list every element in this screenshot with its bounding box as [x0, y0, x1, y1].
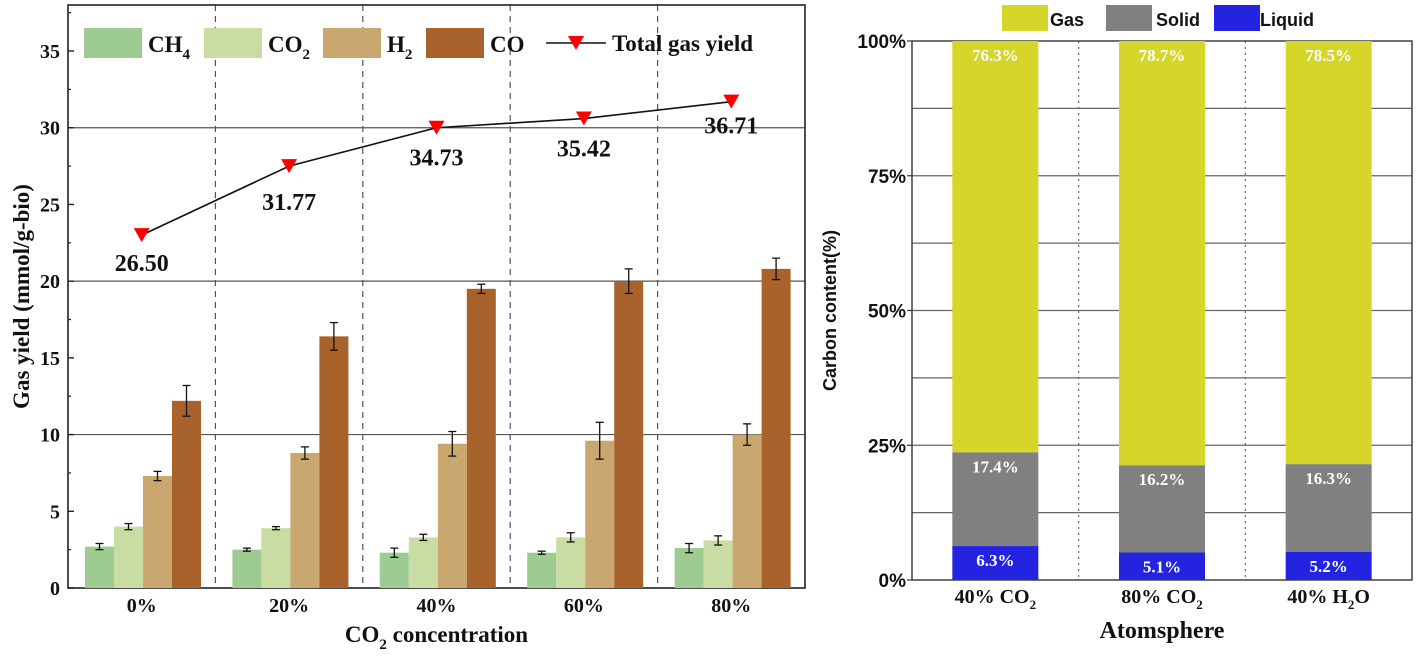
bar-CO-40%: [466, 288, 496, 588]
stack-label-Solid: 17.4%: [972, 457, 1019, 476]
legend-label-total: Total gas yield: [612, 31, 753, 56]
stack-Liquid-1: [1119, 552, 1205, 580]
y-tick-label: 50%: [868, 302, 906, 323]
y-tick-label: 5: [50, 501, 60, 523]
bar-CO-60%: [614, 281, 644, 588]
total-gas-yield-data-label: 35.42: [557, 137, 611, 163]
legend-swatch-Gas: [1002, 5, 1048, 31]
y-tick-label: 75%: [868, 167, 906, 188]
legend-swatch-CH4: [84, 28, 142, 58]
stack-Solid-0: [952, 452, 1039, 547]
legend-swatch-CO2: [204, 28, 262, 58]
legend-label-H2: H2: [387, 32, 412, 63]
y-tick-label: 35: [40, 41, 60, 63]
x-tick-label: 60%: [564, 595, 604, 617]
bar-CH4-40%: [379, 552, 409, 588]
stack-Liquid-2: [1285, 551, 1372, 580]
y-tick-label: 25: [40, 194, 60, 216]
stack-Solid-1: [1119, 465, 1205, 553]
bar-CO-0%: [172, 400, 201, 588]
x-tick-label: 40%: [417, 595, 457, 617]
legend-label-Gas: Gas: [1050, 10, 1084, 30]
y-tick-label: 20: [40, 271, 60, 293]
total-gas-yield-data-label: 26.50: [115, 251, 169, 277]
x-tick-label: 80%: [711, 595, 751, 617]
stack-Gas-1: [1119, 41, 1205, 466]
bar-CO2-80%: [703, 540, 733, 588]
bar-H2-20%: [290, 452, 320, 588]
bar-CO-20%: [319, 336, 349, 588]
bar-H2-60%: [585, 440, 615, 588]
stack-label-Liquid: 5.1%: [1143, 558, 1181, 577]
total-gas-yield-marker: [575, 111, 592, 126]
legend-swatch-H2: [323, 28, 381, 58]
x-tick-label: 40% CO2: [955, 586, 1036, 612]
y-axis-label: Gas yield (mmol/g-bio): [9, 184, 34, 409]
total-gas-yield-data-label: 31.77: [262, 190, 316, 216]
y-tick-label: 100%: [857, 32, 906, 53]
stack-label-Gas: 76.3%: [972, 46, 1019, 65]
y-tick-label: 0: [50, 578, 60, 600]
bar-CH4-20%: [232, 549, 262, 588]
bar-CO2-40%: [408, 537, 438, 588]
bar-H2-80%: [732, 434, 762, 588]
x-axis-label: Atomsphere: [1100, 618, 1225, 644]
y-tick-label: 10: [40, 425, 60, 447]
y-tick-label: 15: [40, 348, 60, 370]
legend-label-CH4: CH4: [148, 32, 191, 63]
bar-H2-40%: [437, 443, 467, 588]
stack-label-Liquid: 6.3%: [976, 551, 1014, 570]
bar-H2-0%: [143, 476, 172, 588]
legend-label-Solid: Solid: [1156, 10, 1200, 30]
legend-label-CO: CO: [490, 32, 525, 57]
bar-CH4-60%: [527, 552, 557, 588]
legend-swatch-Solid: [1106, 5, 1152, 31]
bar-CO2-0%: [114, 526, 143, 588]
stack-Gas-2: [1285, 41, 1372, 465]
total-gas-yield-data-label: 36.71: [704, 114, 758, 140]
x-tick-label: 80% CO2: [1121, 586, 1203, 612]
legend-marker-total: [568, 36, 584, 50]
y-axis-label: Carbon content(%): [820, 230, 840, 391]
total-gas-yield-marker: [133, 228, 150, 243]
legend-label-Liquid: Liquid: [1260, 10, 1314, 30]
stack-label-Solid: 16.2%: [1139, 470, 1186, 489]
x-tick-label: 0%: [127, 595, 157, 617]
legend-label-CO2: CO2: [268, 32, 310, 63]
total-gas-yield-marker: [281, 159, 298, 174]
y-tick-label: 0%: [879, 571, 907, 592]
total-gas-yield-data-label: 34.73: [410, 146, 464, 172]
x-tick-label: 40% H2O: [1287, 586, 1370, 612]
bar-CO-80%: [761, 268, 791, 588]
stack-Solid-2: [1285, 464, 1372, 552]
bar-CH4-0%: [85, 546, 114, 588]
stack-Gas-0: [952, 41, 1039, 453]
legend-swatch-Liquid: [1214, 5, 1260, 31]
total-gas-yield-marker: [723, 94, 740, 109]
stack-label-Gas: 78.5%: [1305, 46, 1352, 65]
x-tick-label: 20%: [269, 595, 309, 617]
stack-Liquid-0: [952, 546, 1039, 580]
bar-CO2-60%: [556, 537, 586, 588]
y-tick-label: 30: [40, 118, 60, 140]
bar-CH4-80%: [674, 548, 704, 588]
total-gas-yield-marker: [428, 120, 445, 135]
stack-label-Liquid: 5.2%: [1310, 557, 1348, 576]
stack-label-Gas: 78.7%: [1139, 46, 1186, 65]
x-axis-label: CO2 concentration: [345, 622, 528, 653]
stack-label-Solid: 16.3%: [1305, 469, 1352, 488]
y-tick-label: 25%: [868, 436, 906, 457]
bar-CO2-20%: [261, 528, 291, 588]
legend-swatch-CO: [426, 28, 484, 58]
